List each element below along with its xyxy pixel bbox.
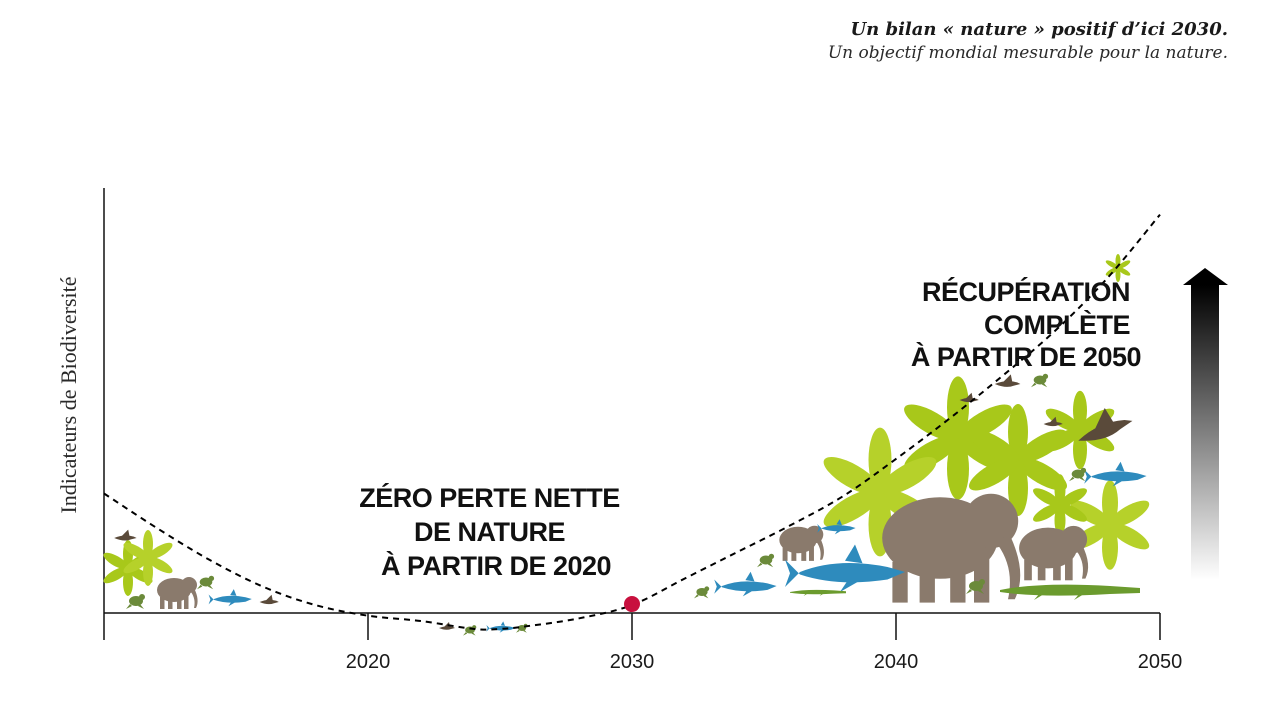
callout-line-1: ZÉRO PERTE NETTE [359,482,620,513]
x-ticks: 2020 2030 2040 2050 [346,613,1183,673]
x-tick-label-2020: 2020 [346,651,391,673]
nature-illustration-left [101,529,279,609]
callout-zero-net-loss: ZÉRO PERTE NETTE DE NATURE À PARTIR DE 2… [359,482,627,581]
callout-full-recovery: RÉCUPÉRATION COMPLÈTE À PARTIR DE 2050 [911,276,1141,372]
callout-line-3: À PARTIR DE 2050 [911,341,1141,372]
chart-title: Un bilan « nature » positif d’ici 2030. [850,19,1228,40]
x-tick-label-2030: 2030 [610,651,655,673]
increase-arrow-icon [1183,268,1228,580]
biodiversity-curve [103,213,1161,631]
chart-subtitle: Un objectif mondial mesurable pour la na… [827,43,1228,63]
callout-line-1: RÉCUPÉRATION [922,276,1130,307]
target-2030-marker [624,596,640,613]
x-tick-label-2050: 2050 [1138,651,1183,673]
callout-line-2: COMPLÈTE [984,309,1130,340]
callout-line-3: À PARTIR DE 2020 [381,550,611,581]
x-tick-label-2040: 2040 [874,651,919,673]
y-axis-label: Indicateurs de Biodiversité [56,276,81,513]
title-block: Un bilan « nature » positif d’ici 2030. … [828,18,1228,64]
callout-line-2: DE NATURE [414,517,565,547]
